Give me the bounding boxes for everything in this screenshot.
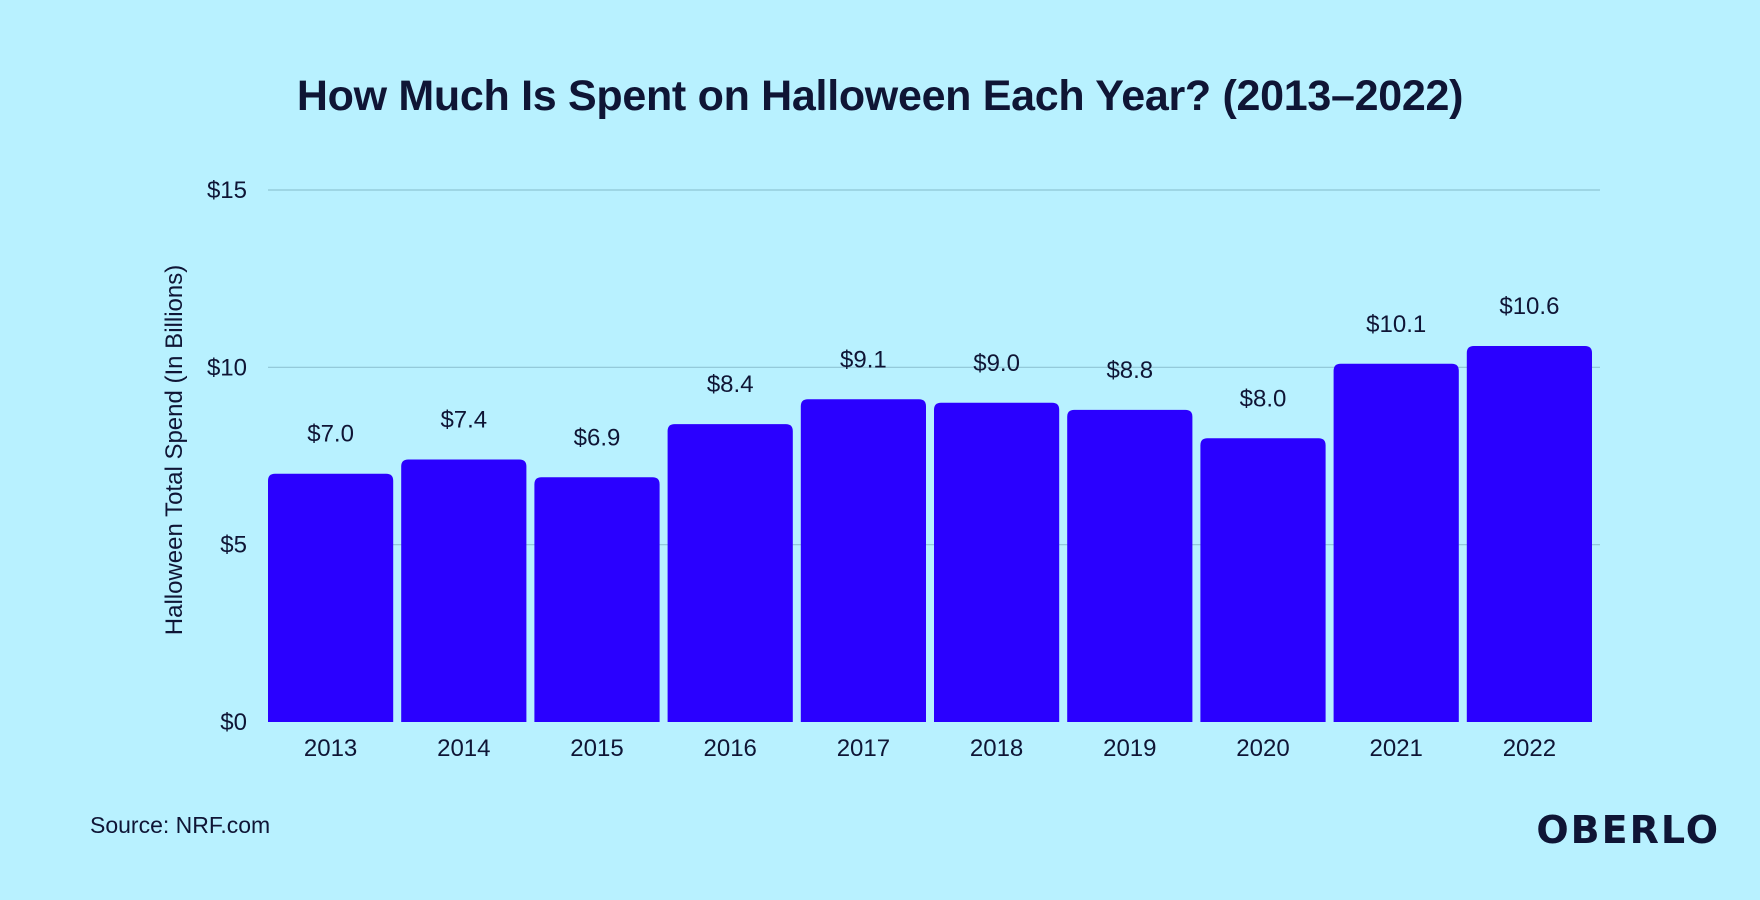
bar-2014 xyxy=(401,459,527,722)
x-tick-label: 2014 xyxy=(437,735,490,762)
x-tick-label: 2018 xyxy=(970,735,1023,762)
bar-2017 xyxy=(800,399,926,722)
value-label: $10.6 xyxy=(1499,293,1559,320)
chart-title: How Much Is Spent on Halloween Each Year… xyxy=(296,72,1464,120)
x-tick-label: 2015 xyxy=(570,735,623,762)
value-label: $8.4 xyxy=(707,371,754,398)
source-note: Source: NRF.com xyxy=(90,812,271,838)
y-axis-label: Halloween Total Spend (In Billions) xyxy=(161,265,188,635)
x-tick-label: 2016 xyxy=(704,735,757,762)
bar-2016 xyxy=(667,424,793,722)
y-tick-label: $15 xyxy=(207,177,247,204)
value-label: $9.0 xyxy=(973,350,1020,377)
bar-2013 xyxy=(268,473,394,722)
x-tick-label: 2021 xyxy=(1370,735,1423,762)
y-tick-label: $0 xyxy=(220,709,247,736)
bars xyxy=(268,346,1592,722)
value-label: $6.9 xyxy=(574,424,621,451)
y-tick-label: $10 xyxy=(207,354,247,381)
oberlo-logo: OBERLO xyxy=(1536,808,1720,852)
value-label: $9.1 xyxy=(840,346,887,373)
bar-2018 xyxy=(934,402,1060,722)
x-tick-label: 2019 xyxy=(1103,735,1156,762)
value-label: $8.8 xyxy=(1106,357,1153,384)
x-tick-label: 2017 xyxy=(837,735,890,762)
value-label: $8.0 xyxy=(1240,385,1287,412)
bar-2019 xyxy=(1067,409,1193,722)
value-label: $7.4 xyxy=(440,407,487,434)
x-axis-ticks: 2013 2014 2015 2016 2017 2018 2019 2020 2021 2022 xyxy=(304,735,1556,762)
y-tick-label: $5 xyxy=(220,532,247,559)
bar-2022 xyxy=(1466,346,1592,722)
x-tick-label: 2013 xyxy=(304,735,357,762)
value-label: $7.0 xyxy=(307,421,354,448)
bar-2015 xyxy=(534,477,660,722)
bar-2020 xyxy=(1200,438,1326,722)
y-axis-ticks: $0 $5 $10 $15 xyxy=(207,177,247,736)
bar-2021 xyxy=(1333,363,1459,722)
x-tick-label: 2020 xyxy=(1236,735,1289,762)
value-labels: $7.0 $7.4 $6.9 $8.4 $9.1 $9.0 $8.8 $8.0 $10.1 $10… xyxy=(307,293,1559,451)
x-tick-label: 2022 xyxy=(1503,735,1556,762)
value-label: $10.1 xyxy=(1366,311,1426,338)
